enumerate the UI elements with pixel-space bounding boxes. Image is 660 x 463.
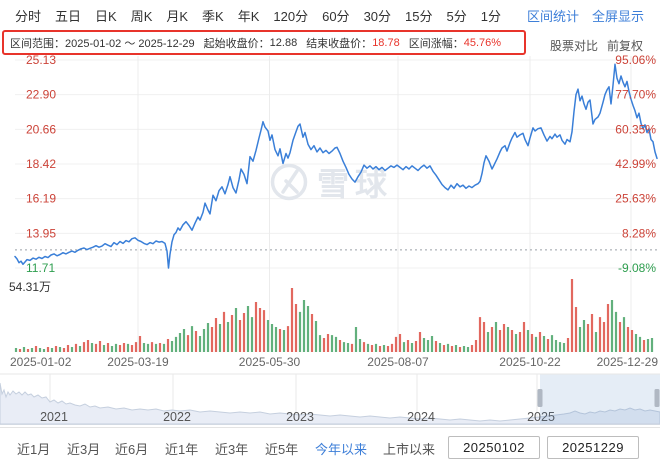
fullscreen-link[interactable]: 全屏显示 (591, 8, 644, 24)
svg-text:2024: 2024 (407, 410, 435, 424)
stat-range: 区间范围： 2025-01-02 ～ 2025-12-29 (10, 35, 195, 51)
end-date-input[interactable]: 20251229 (547, 436, 639, 459)
period-tab-7[interactable]: 年K (237, 8, 260, 24)
period-tab-1[interactable]: 分时 (15, 8, 42, 24)
range-btn-6[interactable]: 近5年 (265, 442, 299, 457)
period-tab-10[interactable]: 30分 (363, 8, 392, 24)
range-btn-7[interactable]: 今年以来 (315, 442, 368, 457)
stat-change: 区间涨幅： 45.76% (409, 35, 501, 51)
range-btn-5[interactable]: 近3年 (215, 442, 249, 457)
stat-end-value: 18.78 (372, 36, 400, 49)
svg-text:25.13: 25.13 (26, 53, 56, 67)
svg-text:22.90: 22.90 (26, 88, 56, 102)
svg-text:16.19: 16.19 (26, 192, 56, 206)
svg-text:8.28%: 8.28% (622, 226, 656, 240)
period-tab-6[interactable]: 季K (202, 8, 224, 24)
chart-options: 股票对比 前复权 (550, 37, 643, 54)
stat-range-value: 2025-01-02 ～ 2025-12-29 (65, 37, 195, 50)
left-axis-labels: 25.13 22.90 20.66 18.42 16.19 13.95 11.71 (26, 53, 56, 275)
period-tab-5[interactable]: 月K (166, 8, 189, 24)
grid-lines (15, 56, 657, 352)
toolbar-links: 区间统计 全屏显示 (527, 6, 660, 25)
period-tab-3[interactable]: 日K (95, 8, 117, 24)
range-btn-2[interactable]: 近3月 (67, 442, 101, 457)
period-tab-12[interactable]: 5分 (446, 8, 467, 24)
price-line (14, 63, 658, 269)
period-tabbar: 分时 五日 日K 周K 月K 季K 年K 120分 60分 30分 15分 5分 1分 区间统计 全屏显… (0, 0, 660, 30)
navigator-area (0, 382, 660, 425)
navigator-year-labels: 2021 2022 2023 2024 2025 (40, 410, 555, 424)
svg-text:2022: 2022 (163, 410, 191, 424)
range-stats-box: 区间范围： 2025-01-02 ～ 2025-12-29 起始收盘价： 12.… (2, 30, 526, 55)
adjust-mode-link[interactable]: 前复权 (606, 39, 643, 53)
period-tab-13[interactable]: 1分 (480, 8, 501, 24)
start-date-input[interactable]: 20250102 (448, 436, 540, 459)
svg-text:-9.08%: -9.08% (618, 261, 656, 275)
svg-text:13.95: 13.95 (26, 226, 56, 240)
svg-text:77.70%: 77.70% (615, 88, 656, 102)
svg-text:雪球: 雪球 (317, 166, 393, 202)
svg-text:2025-01-02: 2025-01-02 (10, 355, 72, 369)
svg-text:2021: 2021 (40, 410, 68, 424)
x-axis-labels: 2025-01-02 2025-03-19 2025-05-30 2025-08-07… (10, 355, 658, 369)
period-tab-8[interactable]: 120分 (273, 8, 309, 24)
stat-end-close: 结束收盘价： 18.78 (306, 35, 400, 51)
svg-text:20.66: 20.66 (26, 122, 56, 136)
range-btn-4[interactable]: 近1年 (165, 442, 199, 457)
volume-bars (14, 279, 654, 352)
volume-max-label: 54.31万 (9, 280, 51, 294)
svg-text:2023: 2023 (286, 410, 314, 424)
svg-text:2025-03-19: 2025-03-19 (107, 355, 169, 369)
range-btn-8[interactable]: 上市以来 (383, 442, 436, 457)
svg-text:2025-10-22: 2025-10-22 (499, 355, 561, 369)
svg-text:18.42: 18.42 (26, 157, 56, 171)
svg-text:2025-05-30: 2025-05-30 (239, 355, 301, 369)
svg-text:11.71: 11.71 (26, 261, 55, 275)
period-tab-4[interactable]: 周K (130, 8, 153, 24)
stat-start-label: 起始收盘价： (203, 37, 270, 50)
svg-text:2025-12-29: 2025-12-29 (597, 355, 659, 369)
svg-text:2025-08-07: 2025-08-07 (367, 355, 429, 369)
svg-text:95.06%: 95.06% (615, 53, 656, 67)
stock-compare-link[interactable]: 股票对比 (549, 39, 598, 53)
stat-start-close: 起始收盘价： 12.88 (204, 35, 298, 51)
range-btn-1[interactable]: 近1月 (17, 442, 51, 457)
range-btn-3[interactable]: 近6月 (115, 442, 149, 457)
navigator-left-handle[interactable] (537, 389, 543, 407)
stat-change-label: 区间涨幅： (408, 37, 464, 50)
stat-end-label: 结束收盘价： (306, 37, 373, 50)
period-tab-11[interactable]: 15分 (405, 8, 433, 24)
svg-text:25.63%: 25.63% (615, 192, 656, 206)
range-stats-link[interactable]: 区间统计 (526, 8, 579, 24)
stat-start-value: 12.88 (269, 36, 298, 49)
svg-text:60.35%: 60.35% (615, 122, 656, 136)
period-tab-2[interactable]: 五日 (55, 8, 82, 24)
xueqiu-watermark: 雪球 (270, 163, 393, 202)
svg-text:42.99%: 42.99% (615, 157, 656, 171)
right-axis-labels: 95.06% 77.70% 60.35% 42.99% 25.63% 8.28% -9.08… (615, 53, 656, 275)
svg-text:2025: 2025 (527, 410, 555, 424)
navigator-selection[interactable] (540, 374, 660, 424)
range-bar: 近1月 近3月 近6月 近1年 近3年 近5年 今年以来 上市以来 20250102 2025… (0, 427, 660, 463)
navigator-right-handle[interactable] (654, 389, 660, 407)
period-tabs: 分时 五日 日K 周K 月K 季K 年K 120分 60分 30分 15分 5分 1分 (15, 6, 515, 25)
period-tab-9[interactable]: 60分 (322, 8, 350, 24)
stat-change-value: 45.76% (463, 36, 502, 49)
stat-range-label: 区间范围： (10, 37, 65, 50)
